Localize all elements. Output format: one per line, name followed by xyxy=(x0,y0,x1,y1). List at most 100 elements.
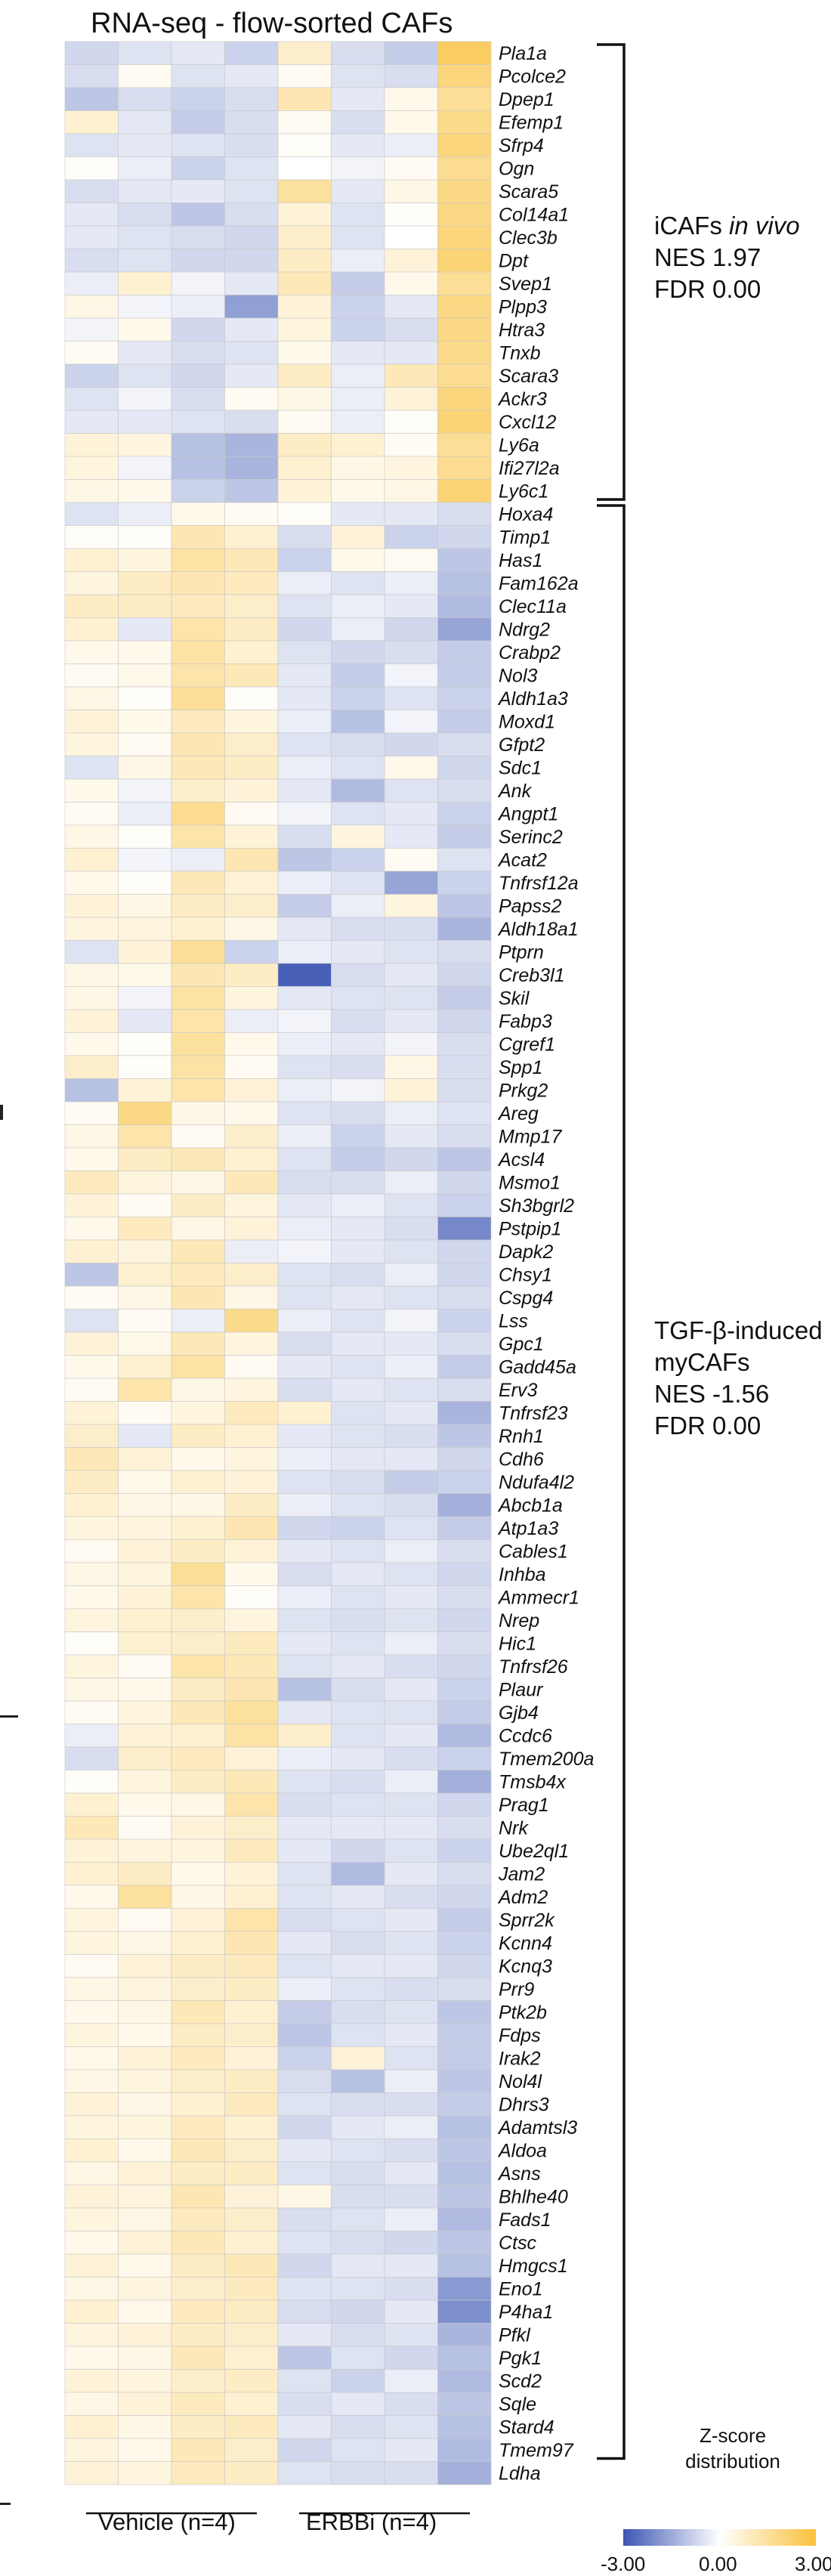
heatmap-cell xyxy=(224,1263,279,1287)
gene-label: Scara3 xyxy=(499,366,558,387)
heatmap-cell xyxy=(331,686,385,710)
heatmap-cell xyxy=(224,1954,279,1978)
heatmap-cell xyxy=(64,2299,119,2324)
heatmap-cell xyxy=(437,179,492,203)
heatmap-cell xyxy=(331,663,385,688)
heatmap-cell xyxy=(224,1885,279,1909)
heatmap-cell xyxy=(384,1447,438,1471)
heatmap-cell xyxy=(331,456,385,480)
heatmap-cell xyxy=(118,1516,172,1540)
gene-label: Pgk1 xyxy=(499,2348,542,2369)
heatmap-cell xyxy=(277,963,332,987)
heatmap-cell xyxy=(118,1309,172,1333)
heatmap-cell xyxy=(277,1424,332,1448)
heatmap-cell xyxy=(277,663,332,688)
gene-label: Sdc1 xyxy=(499,757,542,778)
heatmap-cell xyxy=(118,203,172,227)
heatmap-cell xyxy=(331,225,385,249)
gene-label: Crabp2 xyxy=(499,642,561,663)
heatmap-cell xyxy=(171,295,225,319)
heatmap-cell xyxy=(171,2185,225,2209)
heatmap-cell xyxy=(384,1562,438,1586)
heatmap-cell xyxy=(64,778,119,802)
heatmap-cell xyxy=(331,2231,385,2255)
heatmap-cell xyxy=(437,1977,492,2001)
heatmap-cell xyxy=(384,1078,438,1102)
heatmap-cell xyxy=(64,1838,119,1863)
gene-set-2-fdr: FDR 0.00 xyxy=(654,1412,761,1440)
heatmap-cell xyxy=(118,271,172,295)
gene-label: Ptk2b xyxy=(499,2002,547,2023)
heatmap-cell xyxy=(384,1355,438,1379)
heatmap-cell xyxy=(277,1078,332,1102)
heatmap-cell xyxy=(118,1470,172,1494)
heatmap-cell xyxy=(384,2185,438,2209)
edge-mark xyxy=(0,1105,3,1120)
gene-label: Lss xyxy=(499,1310,528,1331)
gene-label: Tmem97 xyxy=(499,2440,574,2461)
heatmap-cell xyxy=(277,110,332,135)
heatmap-cell xyxy=(277,2069,332,2093)
heatmap-cell xyxy=(437,133,492,157)
gene-label: Pstpip1 xyxy=(499,1218,561,1239)
heatmap-cell xyxy=(64,1700,119,1724)
heatmap-cell xyxy=(64,1078,119,1102)
heatmap-cell xyxy=(437,2346,492,2370)
heatmap-cell xyxy=(64,1424,119,1448)
heatmap-cell xyxy=(118,1539,172,1563)
heatmap-cell xyxy=(64,295,119,319)
heatmap-cell xyxy=(437,2207,492,2231)
gene-label: Sqle xyxy=(499,2394,536,2415)
heatmap-cell xyxy=(64,1608,119,1632)
heatmap-cell xyxy=(171,179,225,203)
heatmap-cell xyxy=(118,2438,172,2462)
heatmap-cell xyxy=(384,1885,438,1909)
heatmap-cell xyxy=(64,1678,119,1702)
heatmap-cell xyxy=(64,2161,119,2185)
heatmap-cell xyxy=(118,249,172,273)
heatmap-cell xyxy=(118,1493,172,1517)
heatmap-cell xyxy=(118,1055,172,1079)
heatmap-cell xyxy=(277,1792,332,1817)
heatmap-cell xyxy=(437,1654,492,1678)
heatmap-cell xyxy=(437,1862,492,1886)
heatmap-cell xyxy=(437,1078,492,1102)
gene-label: Cxcl12 xyxy=(499,412,557,433)
heatmap-cell xyxy=(171,1585,225,1610)
heatmap-cell xyxy=(64,1447,119,1471)
heatmap-cell xyxy=(437,2323,492,2347)
heatmap-cell xyxy=(224,1816,279,1840)
heatmap-cell xyxy=(384,1285,438,1310)
heatmap-cell xyxy=(64,594,119,618)
gene-label: Atp1a3 xyxy=(497,1518,558,1539)
heatmap-cell xyxy=(118,778,172,802)
gene-label: Nol3 xyxy=(499,665,538,686)
heatmap-cell xyxy=(224,1838,279,1863)
heatmap-cell xyxy=(171,1401,225,1425)
heatmap-cell xyxy=(437,640,492,664)
heatmap-cell xyxy=(277,1862,332,1886)
heatmap-cell xyxy=(384,2069,438,2093)
heatmap-cell xyxy=(277,2392,332,2416)
heatmap-cell xyxy=(64,2185,119,2209)
heatmap-cell xyxy=(437,1009,492,1033)
gene-set-2-name-2: myCAFs xyxy=(654,1348,750,1376)
heatmap-cell xyxy=(384,802,438,826)
heatmap-cell xyxy=(384,1862,438,1886)
heatmap-cell xyxy=(224,2115,279,2139)
heatmap-cell xyxy=(118,1378,172,1402)
heatmap-cell xyxy=(224,2415,279,2439)
heatmap-cell xyxy=(331,1608,385,1632)
heatmap-cell xyxy=(437,1447,492,1471)
heatmap-cell xyxy=(171,1378,225,1402)
heatmap-cell xyxy=(224,1217,279,1241)
heatmap-cell xyxy=(277,1193,332,1217)
heatmap-cell xyxy=(171,1470,225,1494)
heatmap-cell xyxy=(437,2046,492,2070)
heatmap-cell xyxy=(331,1078,385,1102)
heatmap-cell xyxy=(437,1263,492,1287)
heatmap-cell xyxy=(437,1101,492,1125)
heatmap-cell xyxy=(437,525,492,549)
heatmap-cell xyxy=(331,363,385,388)
heatmap-cell xyxy=(331,433,385,457)
